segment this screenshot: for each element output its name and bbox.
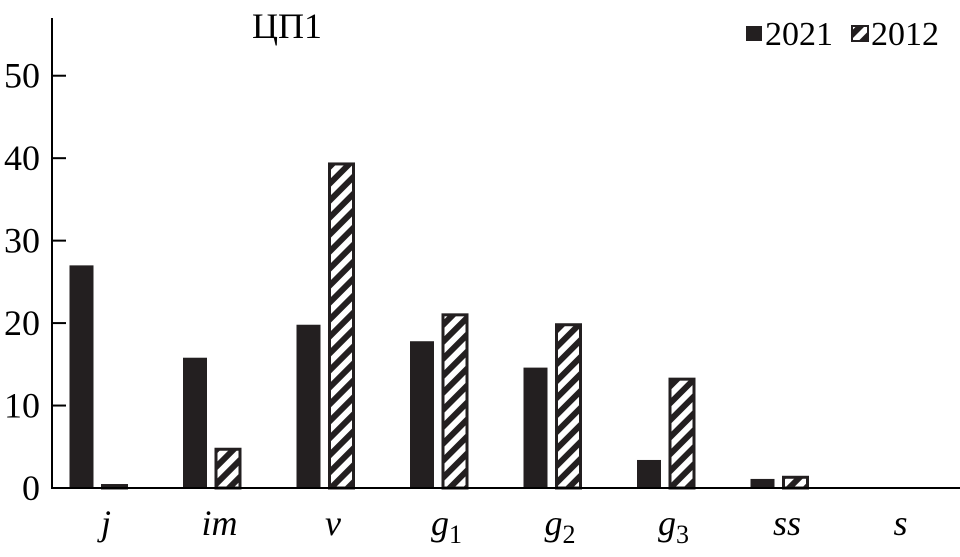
bar-2021-2 xyxy=(296,324,321,488)
legend-label-2012: 2012 xyxy=(871,16,939,53)
legend-label-2021: 2021 xyxy=(765,16,833,53)
bar-2012-2 xyxy=(328,162,355,490)
bar-2021-3 xyxy=(410,341,434,488)
x-tick-label-subscript: 2 xyxy=(563,520,576,549)
x-tick-label-base: im xyxy=(202,503,238,543)
x-tick-label-subscript: 1 xyxy=(449,520,462,549)
x-tick-label: g1 xyxy=(431,503,462,549)
x-tick-label: v xyxy=(325,503,341,543)
y-tick-label: 10 xyxy=(4,386,40,426)
x-tick-label-subscript: 3 xyxy=(676,520,689,549)
x-axis-labels: j im v g1 g2 g3 ss s xyxy=(97,503,908,549)
bar-2021-5 xyxy=(637,459,661,488)
chart-title: ЦП1 xyxy=(252,6,322,46)
bar-2012-1 xyxy=(214,447,242,490)
x-tick-label-base: g xyxy=(658,503,676,543)
bar-2021-6 xyxy=(750,478,775,488)
y-tick-label: 50 xyxy=(4,56,40,96)
bar-2012-3 xyxy=(441,313,469,490)
y-axis-ticks: 0 10 20 30 40 50 xyxy=(4,56,66,508)
legend-swatch-2012 xyxy=(851,25,869,42)
legend: 2021 2012 xyxy=(746,16,939,53)
y-tick-label: 20 xyxy=(4,303,40,343)
bar-2012-4 xyxy=(555,323,582,490)
x-tick-label-base: g xyxy=(545,503,563,543)
bar-2012-6 xyxy=(782,475,809,490)
bar-2021-4 xyxy=(523,367,548,488)
x-tick-label-base: s xyxy=(893,503,907,543)
x-tick-label-base: g xyxy=(431,503,449,543)
bar-2012-5 xyxy=(668,377,696,490)
bars xyxy=(69,162,809,490)
x-tick-label: s xyxy=(893,503,907,543)
legend-swatch-2021 xyxy=(746,26,762,41)
x-tick-label-base: ss xyxy=(773,503,801,543)
y-tick-label: 0 xyxy=(22,468,40,508)
bar-2021-1 xyxy=(183,357,207,488)
x-tick-label: g2 xyxy=(545,503,576,549)
x-tick-label-base: j xyxy=(97,503,111,543)
x-tick-label-base: v xyxy=(325,503,341,543)
y-tick-label: 40 xyxy=(4,138,40,178)
x-tick-label: ss xyxy=(773,503,801,543)
x-tick-label: im xyxy=(202,503,238,543)
bar-2021-0 xyxy=(69,265,94,488)
x-tick-label: j xyxy=(97,503,111,543)
y-tick-label: 30 xyxy=(4,221,40,261)
x-tick-label: g3 xyxy=(658,503,689,549)
